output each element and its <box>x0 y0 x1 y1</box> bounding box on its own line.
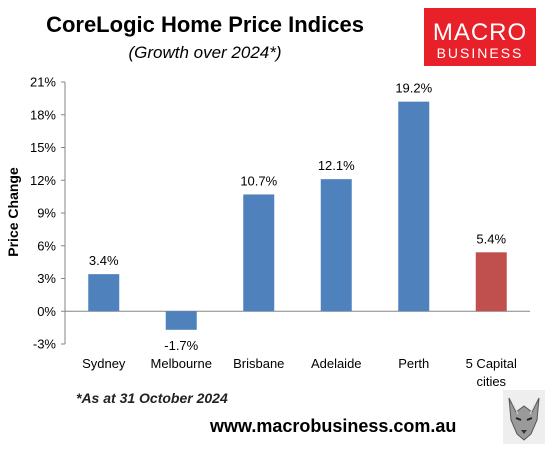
wolf-icon <box>503 390 545 444</box>
y-tick-label: 0% <box>37 304 56 319</box>
chart-subtitle: (Growth over 2024*) <box>128 43 281 62</box>
bar <box>475 252 507 312</box>
y-tick-label: 15% <box>30 140 56 155</box>
bars-group <box>88 101 507 330</box>
y-tick-label: 6% <box>37 238 56 253</box>
chart-axes <box>64 82 530 344</box>
data-labels-group: 3.4% -1.7% 10.7% 12.1% 19.2% 5.4% <box>89 81 507 353</box>
data-label: 5.4% <box>476 231 506 246</box>
chart-title: CoreLogic Home Price Indices <box>46 12 364 37</box>
logo-background <box>424 8 536 66</box>
category-label: cities <box>476 374 506 389</box>
category-label: Brisbane <box>233 356 284 371</box>
bar <box>165 311 197 330</box>
y-axis-ticks: -3% 0% 3% 6% 9% 12% 15% 18% 21% <box>30 75 65 352</box>
data-label: 19.2% <box>395 81 432 96</box>
y-tick-label: 12% <box>30 173 56 188</box>
bar <box>398 101 430 312</box>
category-label: Melbourne <box>151 356 212 371</box>
data-label: 3.4% <box>89 253 119 268</box>
bar <box>243 194 275 312</box>
data-label: 10.7% <box>240 173 277 188</box>
data-label: -1.7% <box>164 338 198 353</box>
y-tick-label: 18% <box>30 107 56 122</box>
category-labels-group: Sydney Melbourne Brisbane Adelaide Perth 5 Ca… <box>82 356 517 389</box>
data-label: 12.1% <box>318 158 355 173</box>
website-url: www.macrobusiness.com.au <box>209 416 456 436</box>
category-label: Perth <box>398 356 429 371</box>
y-tick-label: -3% <box>33 337 57 352</box>
category-label: Sydney <box>82 356 126 371</box>
y-tick-label: 3% <box>37 271 56 286</box>
category-label: 5 Capital <box>466 356 517 371</box>
macrobusiness-logo: MACRO BUSINESS <box>424 8 536 66</box>
bar <box>320 179 352 312</box>
y-axis-label: Price Change <box>5 167 21 257</box>
y-tick-label: 21% <box>30 75 56 90</box>
logo-line2: BUSINESS <box>437 45 524 61</box>
category-label: Adelaide <box>311 356 362 371</box>
logo-line1: MACRO <box>433 19 527 46</box>
footnote: *As at 31 October 2024 <box>76 390 228 406</box>
bar <box>88 274 120 312</box>
y-tick-label: 9% <box>37 206 56 221</box>
